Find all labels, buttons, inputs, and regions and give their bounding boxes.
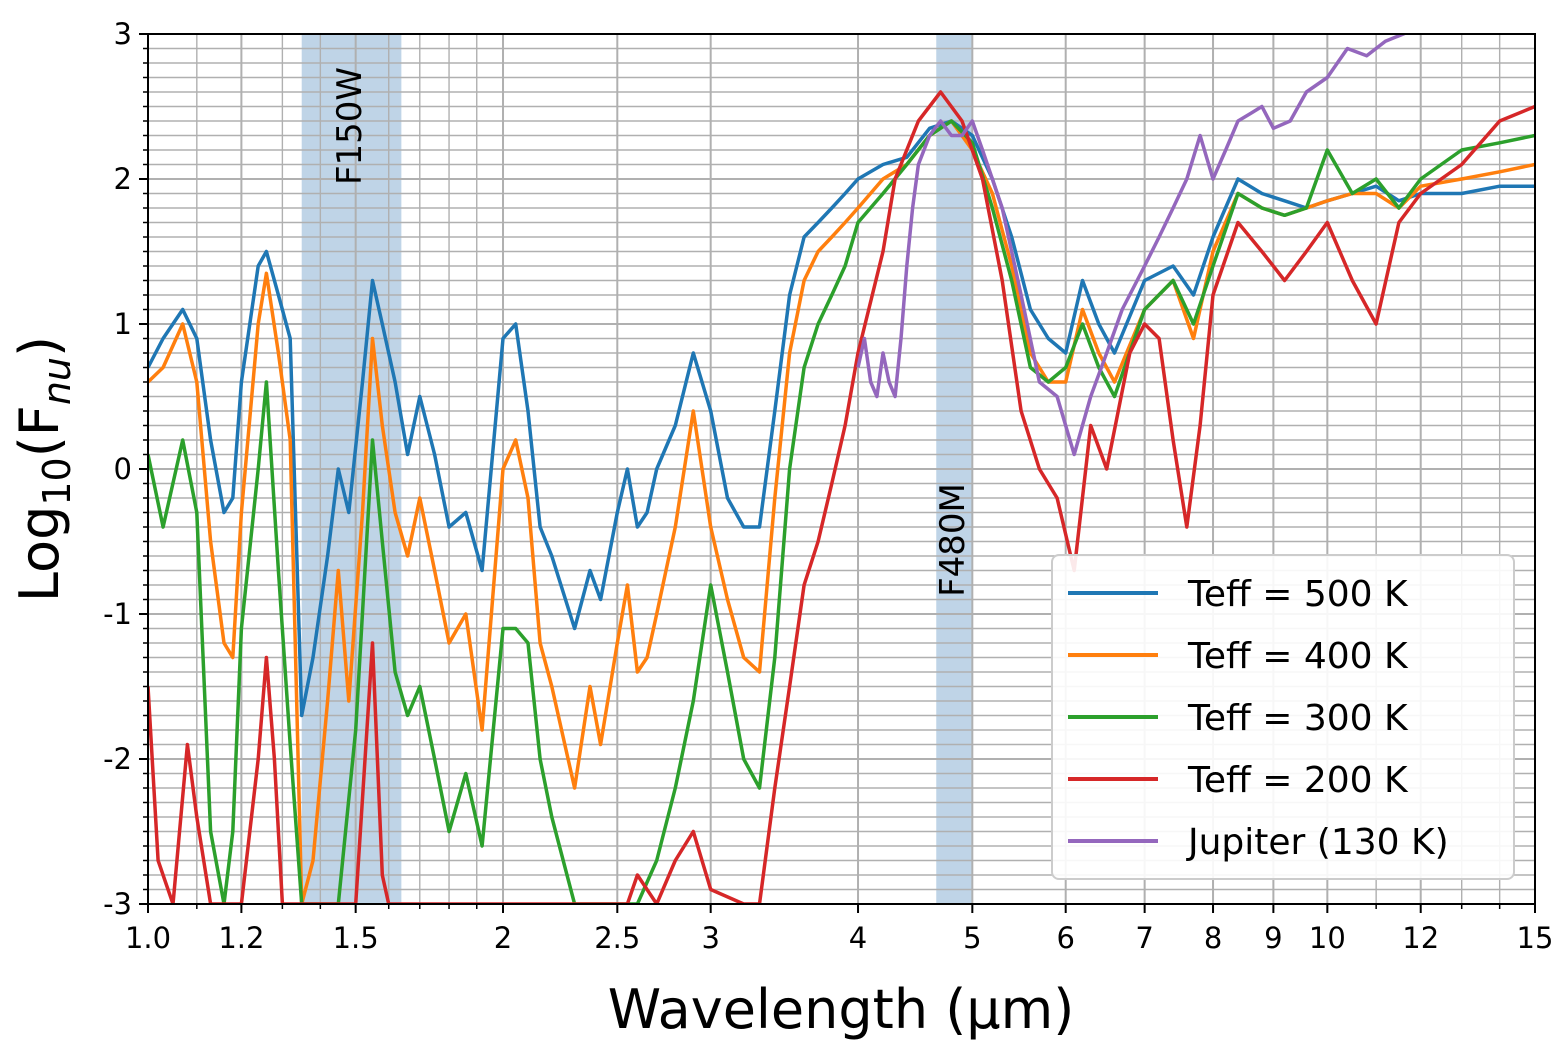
series-line-4 (148, 90, 1535, 904)
y-tick-label: -2 (103, 742, 132, 776)
x-tick-label: 12 (1402, 921, 1439, 955)
band-labels: F150W F480M (330, 67, 973, 597)
legend-label: Teff = 400 K (1187, 636, 1409, 677)
series-line-1 (148, 119, 1535, 718)
y-tick-label: 0 (114, 452, 132, 486)
legend-label: Teff = 300 K (1187, 698, 1409, 739)
x-tick-label: 1.0 (125, 921, 171, 955)
y-tick-label: 2 (114, 162, 132, 196)
x-tick-label: 1.2 (218, 921, 264, 955)
legend-label: Jupiter (130 K) (1186, 822, 1449, 863)
x-tick-label: 5 (963, 921, 981, 955)
x-tick-label: 2.5 (594, 921, 640, 955)
x-tick-label: 6 (1056, 921, 1074, 955)
x-tick-label: 15 (1517, 921, 1554, 955)
y-tick-label: -3 (103, 887, 132, 921)
series-line-5 (856, 34, 1408, 457)
y-tick-label: 1 (114, 307, 132, 341)
x-tick-label: 4 (849, 921, 867, 955)
legend-label: Teff = 500 K (1187, 574, 1409, 615)
x-axis-label: Wavelength (μm) (608, 978, 1075, 1041)
y-tick-label: -1 (103, 597, 132, 631)
y-axis-label: Log10(Fnu) (8, 336, 79, 602)
legend-label: Teff = 200 K (1187, 760, 1409, 801)
x-tick-label: 9 (1264, 921, 1282, 955)
series-line-3 (148, 119, 1535, 904)
band-label-f150w: F150W (330, 67, 370, 185)
legend: Teff = 500 K Teff = 400 K Teff = 300 K Teff… (1051, 554, 1515, 880)
x-tick-label: 2 (494, 921, 512, 955)
x-tick-label: 10 (1309, 921, 1346, 955)
x-tick-label: 8 (1204, 921, 1222, 955)
series-lines (148, 34, 1535, 904)
series-line-2 (148, 119, 1535, 904)
legend-box (1051, 554, 1515, 880)
y-tick-label: 3 (114, 17, 132, 51)
x-tick-label: 7 (1135, 921, 1153, 955)
band-label-f480m: F480M (933, 483, 973, 597)
x-tick-label: 3 (701, 921, 719, 955)
x-tick-label: 1.5 (333, 921, 379, 955)
